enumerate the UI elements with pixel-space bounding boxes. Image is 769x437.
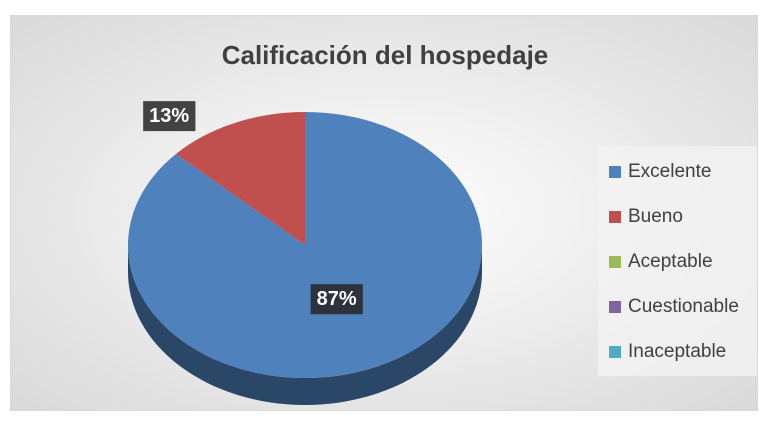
legend-label: Bueno	[628, 206, 683, 227]
legend-marker	[609, 346, 621, 358]
chart-title: Calificación del hospedaje	[222, 40, 549, 70]
data-label: 13%	[149, 105, 189, 127]
legend-label: Cuestionable	[628, 296, 739, 317]
legend-marker	[609, 256, 621, 268]
legend-label: Aceptable	[628, 251, 713, 272]
legend-marker	[609, 166, 621, 178]
legend-label: Inaceptable	[628, 341, 726, 362]
data-label: 87%	[317, 288, 357, 310]
pie-side	[128, 245, 482, 405]
legend-marker	[609, 211, 621, 223]
legend-box	[598, 146, 757, 376]
pie-slice	[175, 112, 305, 245]
data-label-box	[143, 101, 196, 132]
legend-label: Excelente	[628, 161, 711, 182]
legend-marker	[609, 301, 621, 313]
data-label-box	[310, 284, 363, 315]
